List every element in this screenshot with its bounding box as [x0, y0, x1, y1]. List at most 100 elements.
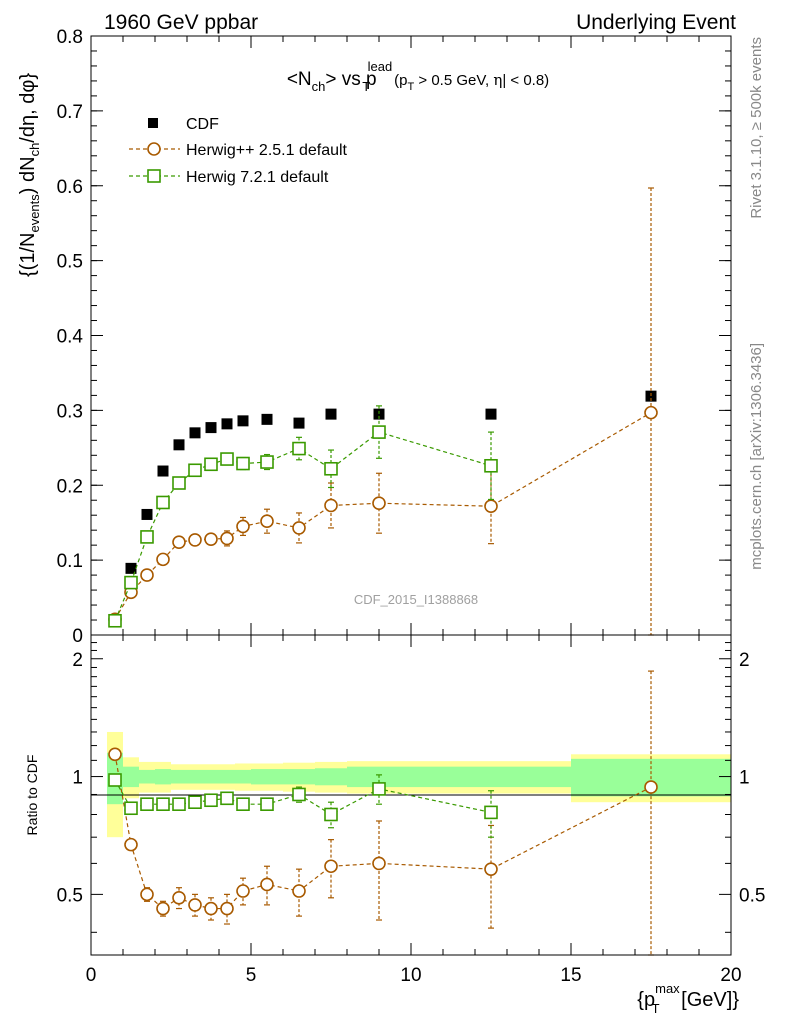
herwigpp-ratio-point [108, 747, 122, 762]
ratio-band-green [283, 769, 315, 785]
cdf-data-point [141, 508, 153, 520]
cdf-data-point [205, 422, 217, 434]
herwig7-ratio-point [484, 805, 498, 820]
x-tick-label: 0 [86, 965, 97, 986]
ratio-y-tick-label-right: 1 [739, 768, 750, 789]
herwigpp-point [220, 531, 234, 546]
ratio-band-green [219, 769, 235, 784]
analysis-watermark: CDF_2015_I1388868 [354, 592, 478, 607]
x-tick-label: 15 [560, 965, 581, 986]
main-y-tick-label: 0.7 [57, 102, 83, 123]
herwig7-point [156, 495, 170, 510]
ratio-band-green [171, 769, 187, 784]
herwig7-point [324, 461, 338, 476]
herwig7-ratio-point [324, 807, 338, 822]
cdf-data-point [325, 408, 337, 420]
legend-marker-herwigpp [147, 142, 161, 156]
herwig7-point [260, 455, 274, 469]
ratio-band-green [251, 769, 283, 785]
herwigpp-ratio-point [236, 884, 250, 898]
herwigpp-ratio-point [188, 898, 202, 912]
cdf-data-point [237, 415, 249, 427]
herwig7-point [140, 530, 154, 544]
herwigpp-point [140, 568, 154, 582]
legend-marker-herwig7 [147, 169, 161, 183]
herwigpp-point [260, 514, 274, 528]
rivet-label: Rivet 3.1.10, ≥ 500k events [748, 37, 765, 219]
cdf-data-point [293, 417, 305, 429]
herwigpp-point [156, 552, 170, 567]
herwig7-line [114, 431, 492, 622]
cdf-data-point [373, 408, 385, 420]
herwig7-point [172, 476, 186, 490]
cdf-data-point [221, 418, 233, 430]
plot-title: <Nch> vs plead T (pT > 0.5 GeV, η| < 0.8) [287, 59, 549, 94]
herwig7-ratio-point [140, 797, 154, 811]
ratio-y-tick-label: 1 [72, 768, 83, 789]
herwig7-ratio-point [156, 797, 170, 811]
legend-label-cdf: CDF [186, 116, 219, 133]
herwigpp-ratio-point [156, 901, 170, 916]
herwigpp-ratio-point [172, 891, 186, 905]
herwigpp-point [236, 519, 250, 534]
ratio-panel: 0.5 0.51 12 20 5 10 15 20 Ratio to CDF {pmax T [… [24, 634, 765, 1016]
x-tick-label: 10 [400, 965, 421, 986]
main-y-tick-label: 0.5 [57, 252, 83, 273]
ratio-axis-ticks: 0.5 0.51 12 20 5 10 15 20 [57, 635, 765, 986]
ratio-series-layer [108, 670, 658, 956]
herwigpp-ratio-point [324, 859, 338, 874]
main-y-tick-label: 0.3 [57, 401, 83, 422]
ratio-y-tick-label-right: 0.5 [739, 885, 765, 906]
herwig7-point [220, 452, 234, 466]
main-y-tick-label: 0.1 [57, 551, 83, 572]
herwig7-point [236, 456, 250, 471]
legend-label-herwig7: Herwig 7.2.1 default [186, 169, 329, 186]
main-y-axis-label: {(1/Nevents) dNch/dη, dφ} [17, 73, 42, 277]
herwig7-point [204, 457, 218, 472]
header-right: Underlying Event [576, 11, 736, 34]
cdf-data-point [261, 413, 273, 425]
main-y-tick-label: 0.8 [57, 27, 83, 48]
herwig7-point [124, 575, 138, 590]
ratio-band-green [123, 766, 139, 788]
herwig7-ratio-point [204, 793, 218, 808]
main-axis-ticks: 0 0.1 0.2 0.3 0.4 0.5 0.6 0.7 0.8 [57, 27, 732, 647]
herwigpp-ratio-point [260, 877, 274, 892]
ratio-band-green [203, 769, 219, 784]
herwigpp-ratio-point [124, 837, 138, 852]
x-tick-label: 5 [246, 965, 257, 986]
herwig7-ratio-point [188, 795, 202, 810]
main-y-tick-label: 0.4 [57, 327, 84, 348]
herwig7-ratio-point [220, 791, 234, 806]
x-axis-label: {pmax T [GeV]} [637, 981, 739, 1016]
ratio-band-green [315, 768, 347, 786]
herwigpp-ratio-point [372, 856, 386, 871]
legend-entry-herwigpp: Herwig++ 2.5.1 default [129, 142, 348, 159]
herwig7-point [292, 441, 306, 456]
herwigpp-ratio-point [204, 901, 218, 916]
herwigpp-ratio-point [220, 901, 234, 916]
legend: CDF Herwig++ 2.5.1 default Herwig 7.2.1 … [129, 116, 348, 186]
legend-entry-herwig7: Herwig 7.2.1 default [129, 169, 329, 186]
ratio-band-green [235, 769, 251, 784]
herwigpp-point [324, 498, 338, 513]
herwig7-ratio-point [124, 801, 138, 816]
herwig7-point [484, 458, 498, 473]
cdf-data-point [189, 427, 201, 439]
legend-entry-cdf: CDF [148, 116, 219, 133]
cdf-data-point [173, 439, 185, 451]
herwig7-ratio-point [292, 787, 306, 802]
herwigpp-ratio-point [140, 887, 154, 902]
herwig7-point [372, 425, 386, 439]
ratio-y-tick-label: 2 [72, 650, 83, 671]
mcplots-label: mcplots.cern.ch [arXiv:1306.3436] [748, 343, 765, 570]
herwigpp-line [114, 412, 652, 620]
herwig7-ratio-point [172, 797, 186, 811]
cdf-data-point [645, 390, 657, 402]
legend-marker-cdf [148, 118, 158, 128]
ratio-band-green [411, 766, 571, 788]
herwigpp-ratio-point [292, 884, 306, 898]
herwigpp-point [484, 499, 498, 514]
ratio-bands [107, 731, 731, 838]
ratio-y-axis-label: Ratio to CDF [24, 755, 40, 836]
